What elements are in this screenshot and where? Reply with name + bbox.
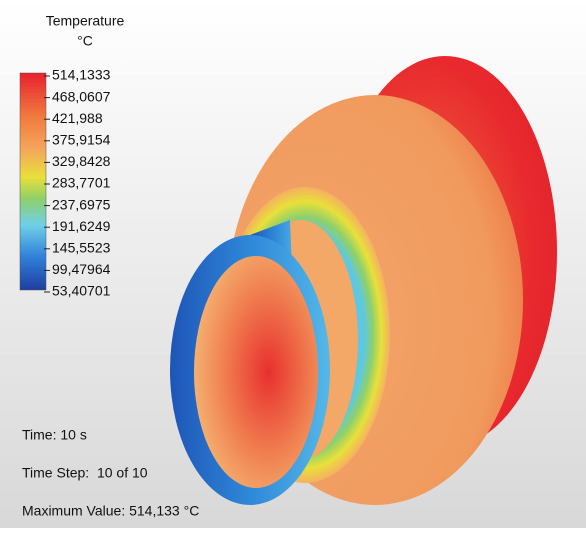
color-scale	[20, 73, 46, 290]
legend-tick-label: 421,988	[52, 110, 103, 126]
legend-title: Temperature	[46, 13, 125, 29]
result-view: Temperature °C 514,1333 468,0607 421,988 37…	[0, 0, 586, 528]
legend-tick-label: 375,9154	[52, 132, 111, 148]
legend-tick-label: 191,6249	[52, 218, 111, 234]
legend-tick-label: 99,47964	[52, 261, 111, 277]
time-label: Time: 10 s	[22, 427, 87, 443]
legend-tick-label: 237,6975	[52, 196, 111, 212]
legend-tick-label: 514,1333	[52, 67, 111, 83]
legend-tick-label: 53,40701	[52, 283, 111, 299]
maximum-label: Maximum Value: 514,133 °C	[22, 503, 199, 519]
legend-tick-label: 329,8428	[52, 153, 111, 169]
legend-tick-label: 145,5523	[52, 240, 111, 256]
legend-tick-label: 283,7701	[52, 175, 111, 191]
legend-tick-label: 468,0607	[52, 88, 111, 104]
legend-unit: °C	[77, 33, 93, 49]
time-step-label: Time Step: 10 of 10	[22, 465, 148, 481]
